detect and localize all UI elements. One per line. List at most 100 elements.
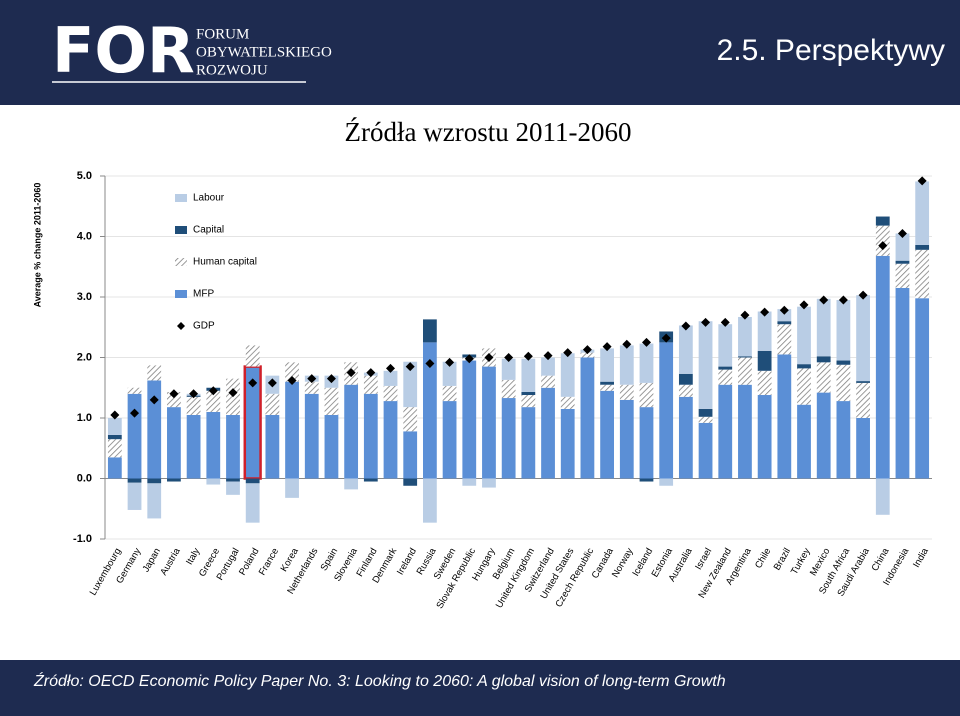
legend-swatch — [175, 290, 187, 298]
bar-segment — [403, 478, 418, 486]
gdp-marker — [720, 317, 730, 327]
bar-segment — [167, 407, 181, 479]
bar-segment — [836, 364, 851, 402]
gdp-marker — [307, 374, 317, 384]
bar-segment — [678, 373, 693, 385]
bar-segment — [147, 483, 162, 519]
gdp-marker — [445, 357, 455, 367]
bar-segment — [678, 396, 693, 479]
gdp-marker — [523, 351, 533, 361]
bar-segment — [816, 298, 831, 357]
legend-label: Capital — [193, 225, 224, 236]
gdp-marker — [267, 378, 277, 388]
bar-segment — [875, 478, 890, 515]
bar-segment — [698, 416, 713, 423]
x-tick-label: Austria — [158, 546, 183, 578]
bar-segment — [265, 393, 280, 415]
y-axis-label: Average % change 2011-2060 — [32, 183, 42, 308]
bar-segment — [738, 356, 752, 358]
bar-segment — [915, 298, 930, 479]
legend-label: Labour — [193, 193, 225, 204]
bar-segment — [816, 356, 831, 363]
chart-title: Źródła wzrostu 2011-2060 — [345, 117, 632, 147]
plot: -1.00.01.02.03.04.05.0LuxembourgGermanyJ… — [73, 170, 932, 611]
bar-segment — [383, 385, 398, 402]
bar-segment — [107, 457, 122, 479]
bar-segment — [678, 325, 693, 374]
bar-segment — [875, 216, 890, 226]
bar-segment — [206, 390, 221, 412]
source: Źródło: OECD Economic Policy Paper No. 3… — [33, 671, 726, 690]
gdp-marker — [464, 354, 474, 364]
gdp-marker — [287, 375, 297, 385]
bar-segment — [895, 260, 910, 264]
bar-segment — [560, 396, 575, 409]
gdp-marker — [504, 353, 514, 362]
bar-segment — [580, 357, 595, 479]
x-tick-label: India — [911, 546, 931, 570]
bar-segment — [639, 478, 654, 482]
legend-swatch — [177, 322, 185, 330]
bar-segment — [245, 345, 260, 367]
gdp-marker — [366, 368, 376, 378]
gdp-marker — [189, 389, 199, 399]
bar-segment — [107, 418, 122, 435]
gdp-marker — [110, 410, 120, 420]
gdp-marker — [405, 362, 415, 372]
gdp-marker — [169, 389, 179, 399]
bar-segment — [816, 362, 831, 393]
bar-segment — [363, 478, 378, 482]
bar-segment — [245, 366, 260, 479]
bar-segment — [403, 431, 418, 479]
bar-segment — [600, 390, 614, 479]
gdp-marker — [130, 408, 140, 418]
gdp-marker — [917, 176, 927, 186]
gdp-marker — [425, 359, 435, 369]
gdp-marker — [622, 339, 632, 349]
bar-segment — [541, 357, 555, 376]
bar-segment — [738, 357, 752, 385]
legend-label: GDP — [193, 321, 215, 332]
y-tick-label: 5.0 — [77, 170, 92, 182]
bar-segment — [127, 482, 142, 510]
bar-segment — [167, 391, 181, 408]
bar-segment — [915, 181, 930, 245]
bar-segment — [718, 324, 733, 367]
bar-segment — [718, 366, 733, 370]
gdp-marker — [602, 342, 612, 352]
bar-segment — [698, 321, 713, 409]
bar-segment — [777, 324, 792, 355]
bar-segment — [915, 249, 930, 299]
legend-swatch — [175, 194, 187, 202]
gdp-marker — [661, 333, 671, 343]
bar-segment — [462, 360, 477, 479]
bar-segment — [856, 418, 870, 479]
gdp-marker — [681, 321, 691, 331]
bar-segment — [363, 393, 378, 479]
x-tick-label: Chile — [753, 546, 773, 570]
bar-segment — [482, 478, 496, 488]
bar-segment — [619, 399, 634, 479]
gdp-marker — [799, 300, 809, 310]
bar-segment — [619, 345, 634, 385]
bar-segment — [619, 384, 634, 400]
bar-segment — [501, 358, 516, 380]
bar-segment — [659, 342, 674, 479]
bar-segment — [442, 401, 457, 479]
bar-segment — [344, 384, 359, 479]
bar-segment — [324, 414, 339, 479]
bar-segment — [304, 381, 319, 394]
org-line: ROZWOJU — [196, 62, 268, 78]
bar-segment — [541, 387, 555, 479]
bar-segment — [285, 362, 299, 382]
bar-segment — [836, 360, 851, 365]
gdp-marker — [878, 241, 888, 251]
bar-segment — [107, 439, 122, 458]
bar-segment — [600, 381, 614, 385]
bar-segment — [797, 404, 811, 479]
bar-segment — [167, 478, 181, 482]
y-tick-label: -1.0 — [73, 533, 92, 545]
gdp-marker — [563, 348, 573, 358]
bar-segment — [738, 316, 752, 357]
